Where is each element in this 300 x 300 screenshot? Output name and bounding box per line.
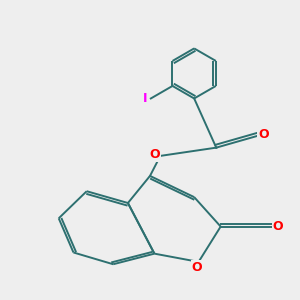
Text: I: I — [143, 92, 147, 105]
Text: O: O — [273, 220, 283, 233]
Text: O: O — [258, 128, 269, 141]
Text: O: O — [149, 148, 160, 161]
Text: O: O — [192, 261, 203, 274]
